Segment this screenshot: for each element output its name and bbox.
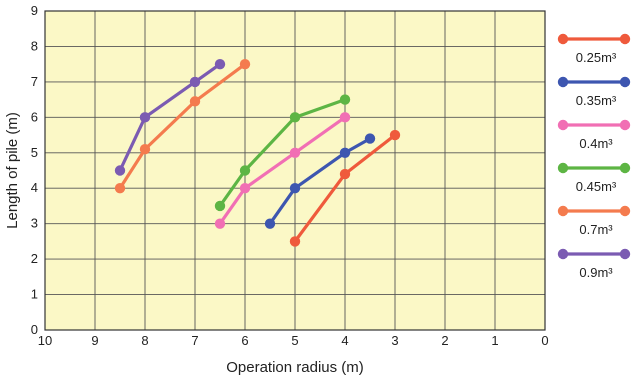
- legend-swatch-marker: [557, 33, 569, 45]
- legend-item: 0.45m³: [557, 162, 631, 194]
- legend-swatch-marker: [619, 119, 631, 131]
- data-point: [389, 129, 401, 141]
- legend-item: 0.7m³: [557, 205, 631, 237]
- data-point: [289, 112, 301, 123]
- x-tick-label: 1: [491, 333, 498, 348]
- y-tick-label: 9: [31, 3, 38, 18]
- data-point: [339, 168, 351, 180]
- data-point: [214, 58, 226, 70]
- series-line: [218, 115, 347, 226]
- x-tick-label: 7: [191, 333, 198, 348]
- x-tick-label: 10: [38, 333, 52, 348]
- data-point: [114, 183, 126, 194]
- series-group: [114, 58, 251, 194]
- x-tick-label: 8: [141, 333, 148, 348]
- legend-swatch-marker: [619, 248, 631, 260]
- y-axis-title: Length of pile (m): [4, 112, 21, 229]
- y-tick-label: 3: [31, 216, 38, 231]
- y-tick-label: 8: [31, 38, 38, 53]
- data-point: [114, 165, 126, 176]
- legend-item: 0.35m³: [557, 76, 631, 108]
- legend-swatch-marker: [619, 162, 631, 174]
- legend-swatch-marker: [557, 205, 569, 217]
- x-tick-label: 2: [441, 333, 448, 348]
- legend-swatch-marker: [557, 119, 569, 131]
- legend: 0.25m³ 0.35m³ 0.4m³ 0.45m³ 0.7m³ 0.9m³: [557, 33, 631, 280]
- legend-label: 0.35m³: [576, 93, 617, 108]
- x-tick-label: 0: [541, 333, 548, 348]
- data-point: [289, 147, 301, 158]
- legend-swatch-marker: [619, 76, 631, 88]
- data-point: [289, 236, 301, 247]
- series-line: [268, 137, 372, 226]
- series-layer: [114, 58, 401, 247]
- data-point: [239, 165, 251, 176]
- legend-label: 0.7m³: [579, 222, 613, 237]
- x-axis-title: Operation radius (m): [226, 359, 364, 376]
- y-tick-label: 4: [31, 180, 38, 195]
- y-tick-label: 5: [31, 145, 38, 160]
- legend-swatch-marker: [557, 248, 569, 260]
- data-point: [289, 183, 301, 194]
- data-point: [214, 218, 226, 229]
- legend-swatch-marker: [557, 162, 569, 174]
- legend-item: 0.4m³: [557, 119, 631, 151]
- legend-label: 0.25m³: [576, 50, 617, 65]
- x-tick-label: 9: [91, 333, 98, 348]
- legend-swatch-marker: [619, 33, 631, 45]
- data-point: [189, 76, 201, 88]
- data-point: [139, 144, 151, 155]
- series-line: [118, 62, 247, 190]
- data-point: [214, 200, 226, 212]
- x-tick-label: 4: [341, 333, 348, 348]
- data-point: [364, 133, 376, 144]
- x-axis-ticks: 10 9 8 7 6 5 4 3 2 1 0: [38, 333, 549, 348]
- series-group: [289, 129, 401, 247]
- x-tick-label: 6: [241, 333, 248, 348]
- y-tick-label: 7: [31, 74, 38, 89]
- series-group: [214, 94, 351, 212]
- x-tick-label: 5: [291, 333, 298, 348]
- data-point: [264, 218, 276, 229]
- series-group: [114, 58, 226, 176]
- legend-label: 0.45m³: [576, 179, 617, 194]
- legend-swatch-marker: [557, 76, 569, 88]
- legend-item: 0.25m³: [557, 33, 631, 65]
- legend-label: 0.4m³: [579, 136, 613, 151]
- series-line: [118, 62, 222, 173]
- y-tick-label: 0: [31, 322, 38, 337]
- series-group: [214, 112, 351, 229]
- y-axis-ticks: 0 1 2 3 4 5 6 7 8 9: [31, 3, 38, 337]
- legend-label: 0.9m³: [579, 265, 613, 280]
- legend-swatch-marker: [619, 205, 631, 217]
- y-tick-label: 1: [31, 287, 38, 302]
- data-point: [339, 94, 351, 105]
- y-tick-label: 2: [31, 251, 38, 266]
- x-tick-label: 3: [391, 333, 398, 348]
- data-point: [139, 112, 151, 123]
- plot-area-frame: [44, 10, 546, 331]
- series-group: [264, 133, 376, 229]
- series-line: [218, 98, 347, 208]
- data-point: [239, 183, 251, 194]
- y-tick-label: 6: [31, 109, 38, 124]
- data-point: [239, 58, 251, 70]
- data-point: [339, 112, 351, 123]
- data-point: [339, 147, 351, 158]
- legend-item: 0.9m³: [557, 248, 631, 280]
- data-point: [189, 96, 201, 107]
